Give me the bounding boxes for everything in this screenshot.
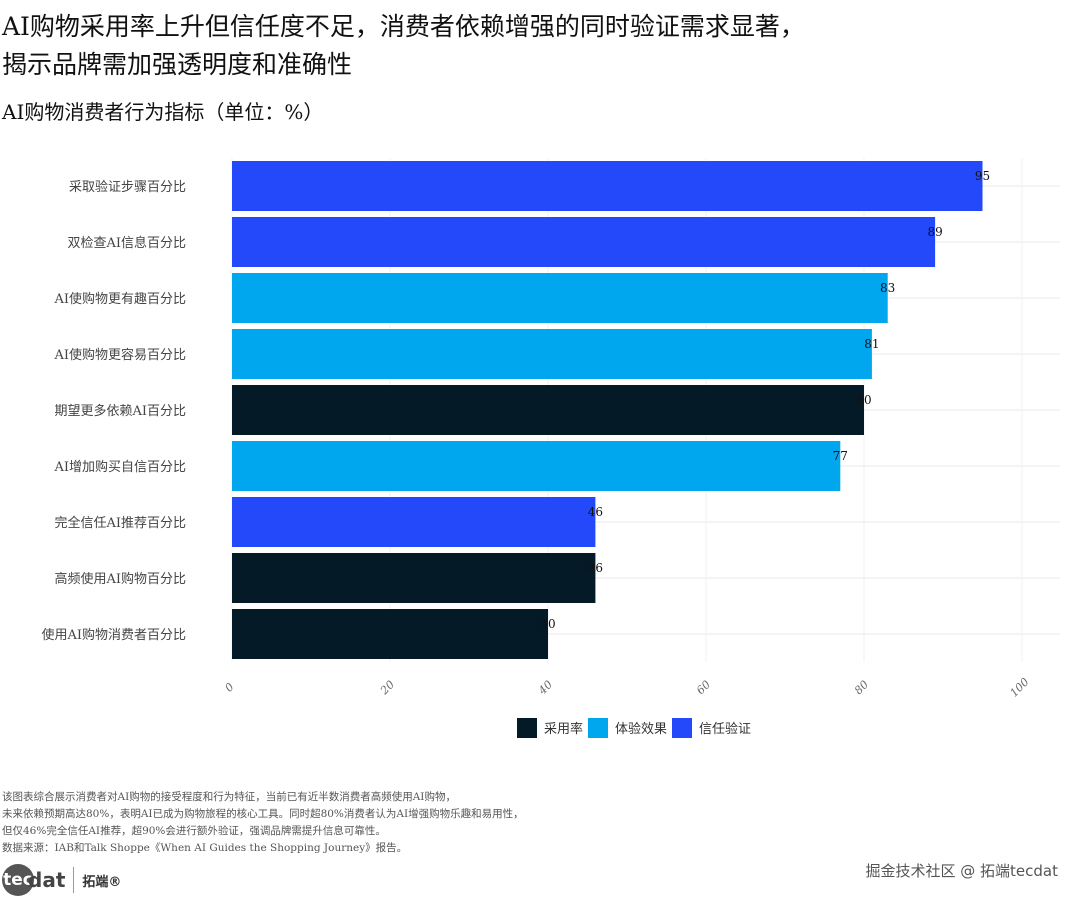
note-line: 未来依赖预期高达80%，表明AI已成为购物旅程的核心工具。同时超80%消费者认为… bbox=[2, 808, 524, 820]
bar bbox=[232, 161, 983, 211]
note-line: 数据来源：IAB和Talk Shoppe《When AI Guides the … bbox=[2, 842, 408, 854]
x-tick-label: 0 bbox=[222, 680, 236, 694]
y-tick-label: 使用AI购物消费者百分比 bbox=[41, 627, 186, 643]
logo-cn: 拓端® bbox=[82, 874, 122, 890]
bar bbox=[232, 553, 596, 603]
legend-swatch bbox=[588, 718, 608, 738]
bar-chart: 0 20 40 60 80 100 95 采取验证步骤百分比 89 双检查AI信息百分比 83 AI使… bbox=[41, 158, 1060, 738]
y-tick-label: 完全信任AI推荐百分比 bbox=[54, 515, 186, 531]
legend-swatch bbox=[517, 718, 537, 738]
legend-swatch bbox=[672, 718, 692, 738]
y-tick-label: 高频使用AI购物百分比 bbox=[54, 571, 186, 587]
tecdat-logo: tec dat 拓端® bbox=[2, 864, 121, 896]
logo-divider bbox=[73, 867, 75, 893]
x-tick-label: 60 bbox=[694, 678, 713, 697]
bar bbox=[232, 329, 872, 379]
data-label: 40 bbox=[540, 617, 555, 631]
legend-label: 体验效果 bbox=[615, 721, 667, 737]
legend-label: 采用率 bbox=[544, 721, 583, 737]
logo-circle: tec bbox=[2, 864, 34, 896]
note-line: 该图表综合展示消费者对AI购物的接受程度和行为特征，当前已有近半数消费者高频使用… bbox=[2, 791, 456, 803]
x-tick-label: 100 bbox=[1008, 676, 1032, 700]
data-label: 83 bbox=[880, 281, 895, 295]
bar bbox=[232, 273, 888, 323]
y-tick-label: AI使购物更容易百分比 bbox=[53, 347, 186, 363]
legend-label: 信任验证 bbox=[699, 721, 751, 737]
data-label: 81 bbox=[864, 337, 879, 351]
bar bbox=[232, 497, 596, 547]
y-tick-label: 双检查AI信息百分比 bbox=[67, 235, 186, 251]
y-tick-label: 采取验证步骤百分比 bbox=[69, 179, 186, 195]
data-label: 46 bbox=[588, 505, 603, 519]
bar bbox=[232, 609, 548, 659]
chart-subtitle: AI购物消费者行为指标（单位：%） bbox=[2, 100, 324, 124]
data-label: 77 bbox=[833, 449, 848, 463]
title-line-1: AI购物采用率上升但信任度不足，消费者依赖增强的同时验证需求显著， bbox=[2, 12, 805, 41]
x-tick-label: 40 bbox=[535, 678, 555, 698]
logo-dat: dat bbox=[28, 868, 66, 892]
x-tick-label: 20 bbox=[377, 678, 397, 698]
watermark: 掘金技术社区 @ 拓端tecdat bbox=[865, 862, 1059, 880]
chart-title: AI购物采用率上升但信任度不足，消费者依赖增强的同时验证需求显著， 揭示品牌需加… bbox=[2, 8, 1072, 84]
notes: 该图表综合展示消费者对AI购物的接受程度和行为特征，当前已有近半数消费者高频使用… bbox=[2, 789, 524, 857]
note-line: 但仅46%完全信任AI推荐，超90%会进行额外验证，强调品牌需提升信息可靠性。 bbox=[2, 825, 386, 837]
data-label: 80 bbox=[856, 393, 871, 407]
data-label: 46 bbox=[588, 561, 603, 575]
data-label: 95 bbox=[975, 169, 990, 183]
bar bbox=[232, 385, 864, 435]
y-tick-label: 期望更多依赖AI百分比 bbox=[54, 403, 186, 419]
bar bbox=[232, 441, 841, 491]
title-line-2: 揭示品牌需加强透明度和准确性 bbox=[2, 50, 353, 79]
y-tick-label: AI使购物更有趣百分比 bbox=[53, 291, 186, 307]
x-tick-label: 80 bbox=[852, 678, 871, 697]
data-label: 89 bbox=[927, 225, 942, 239]
y-tick-label: AI增加购买自信百分比 bbox=[53, 459, 186, 475]
bar bbox=[232, 217, 936, 267]
